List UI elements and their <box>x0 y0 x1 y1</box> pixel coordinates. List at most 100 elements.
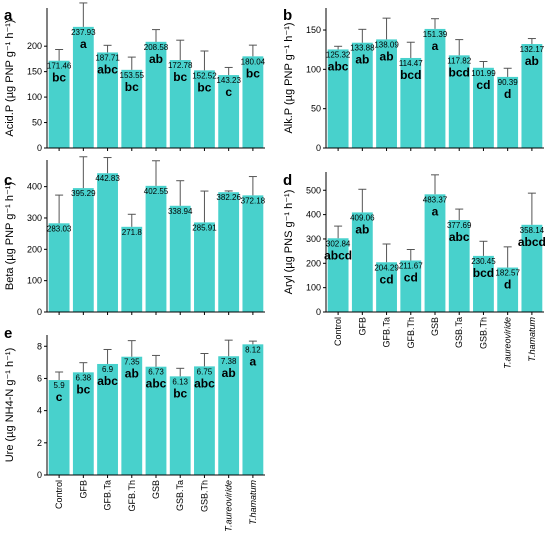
value-label: 187.71 <box>95 53 120 62</box>
bar <box>145 185 167 312</box>
significance-label: abcd <box>324 248 352 262</box>
x-tick-label: T.hamatum <box>248 480 258 525</box>
value-label: 237.93 <box>71 28 96 37</box>
value-label: 8.12 <box>245 345 261 354</box>
bar <box>169 205 191 312</box>
bar <box>448 55 470 149</box>
y-tick-label: 300 <box>306 234 321 244</box>
bar <box>351 212 373 312</box>
x-tick-label: GSB <box>430 317 440 336</box>
bar <box>497 267 519 312</box>
y-tick-label: 0 <box>37 143 42 153</box>
bar <box>218 192 240 312</box>
value-label: 180.04 <box>241 57 266 66</box>
significance-label: ab <box>222 366 236 380</box>
value-label: 125.32 <box>326 50 351 59</box>
significance-label: c <box>225 85 232 99</box>
value-label: 182.57 <box>495 269 520 278</box>
bar <box>169 376 191 475</box>
value-label: 442.83 <box>95 174 120 183</box>
significance-label: bc <box>173 70 187 84</box>
x-tick-label: GFB.Th <box>127 480 137 512</box>
significance-label: a <box>432 204 439 218</box>
value-label: 6.73 <box>148 368 164 377</box>
y-tick-label: 0 <box>37 470 42 480</box>
value-label: 152.52 <box>192 71 217 80</box>
significance-label: cd <box>476 78 490 92</box>
panel-letter: d <box>283 172 292 189</box>
significance-label: bc <box>76 382 90 396</box>
y-tick-label: 200 <box>27 41 42 51</box>
significance-label: ab <box>125 367 139 381</box>
y-tick-label: 2 <box>37 438 42 448</box>
bar <box>448 220 470 312</box>
value-label: 230.45 <box>471 257 496 266</box>
y-tick-label: 300 <box>27 213 42 223</box>
y-axis-label: Acid.P (µg PNP g⁻¹ h⁻¹) <box>4 19 16 136</box>
bar <box>145 41 167 148</box>
value-label: 271.8 <box>122 228 143 237</box>
panel-letter: b <box>283 7 292 24</box>
value-label: 133.88 <box>350 44 375 53</box>
value-label: 338.94 <box>168 207 193 216</box>
significance-label: bc <box>52 71 66 85</box>
significance-label: abc <box>97 62 118 76</box>
significance-label: ab <box>355 53 369 67</box>
x-tick-label: GFB.Th <box>406 317 416 349</box>
x-tick-label: GSB.Th <box>478 317 488 349</box>
significance-label: abcd <box>518 235 546 249</box>
y-axis-label: Beta (µg PNP g⁻¹ h⁻¹) <box>4 182 16 290</box>
bar <box>121 69 143 148</box>
y-tick-label: 150 <box>27 67 42 77</box>
x-tick-label: Control <box>54 480 64 509</box>
significance-label: ab <box>355 222 369 236</box>
value-label: 132.17 <box>520 45 545 54</box>
bar <box>72 188 94 312</box>
value-label: 208.58 <box>144 43 169 52</box>
y-tick-label: 50 <box>32 118 42 128</box>
significance-label: abc <box>97 374 118 388</box>
bar <box>48 380 70 475</box>
y-axis-label: Aryl (µg PNS g⁻¹ h⁻¹) <box>283 190 295 295</box>
value-label: 138.09 <box>374 40 399 49</box>
y-tick-label: 50 <box>311 104 321 114</box>
bar <box>473 67 494 148</box>
bar <box>169 60 191 148</box>
x-tick-label: Control <box>333 317 343 346</box>
bar <box>194 70 215 148</box>
value-label: 402.55 <box>144 187 169 196</box>
significance-label: cd <box>380 272 394 286</box>
bar <box>48 223 70 312</box>
y-axis-label: Alk.P (µg PNP g⁻¹ h⁻¹) <box>283 22 295 133</box>
significance-label: abc <box>194 376 215 390</box>
y-axis-label: Ure (µg NH4-N g⁻¹ h⁻¹) <box>4 348 16 463</box>
value-label: 204.29 <box>374 263 399 272</box>
value-label: 211.67 <box>399 261 423 270</box>
bar <box>242 56 264 148</box>
bar <box>97 173 118 312</box>
significance-label: ab <box>380 49 394 63</box>
bar <box>327 49 349 148</box>
y-tick-label: 0 <box>37 307 42 317</box>
significance-label: ab <box>149 52 163 66</box>
y-tick-label: 400 <box>27 182 42 192</box>
value-label: 151.39 <box>423 30 448 39</box>
value-label: 101.99 <box>471 69 496 78</box>
value-label: 283.03 <box>47 224 72 233</box>
significance-label: a <box>80 37 87 51</box>
x-tick-label: GFB.Ta <box>103 480 113 511</box>
bar <box>376 262 397 312</box>
panel-letter: a <box>4 7 13 24</box>
bar <box>473 255 494 312</box>
bar <box>424 28 446 148</box>
bar <box>145 366 167 475</box>
bar <box>400 260 422 312</box>
x-tick-label: T.aureoviride <box>224 480 234 532</box>
significance-label: abc <box>328 59 349 73</box>
bar <box>497 76 519 148</box>
y-tick-label: 100 <box>306 283 321 293</box>
significance-label: abc <box>449 230 470 244</box>
x-tick-label: GFB <box>78 480 88 499</box>
